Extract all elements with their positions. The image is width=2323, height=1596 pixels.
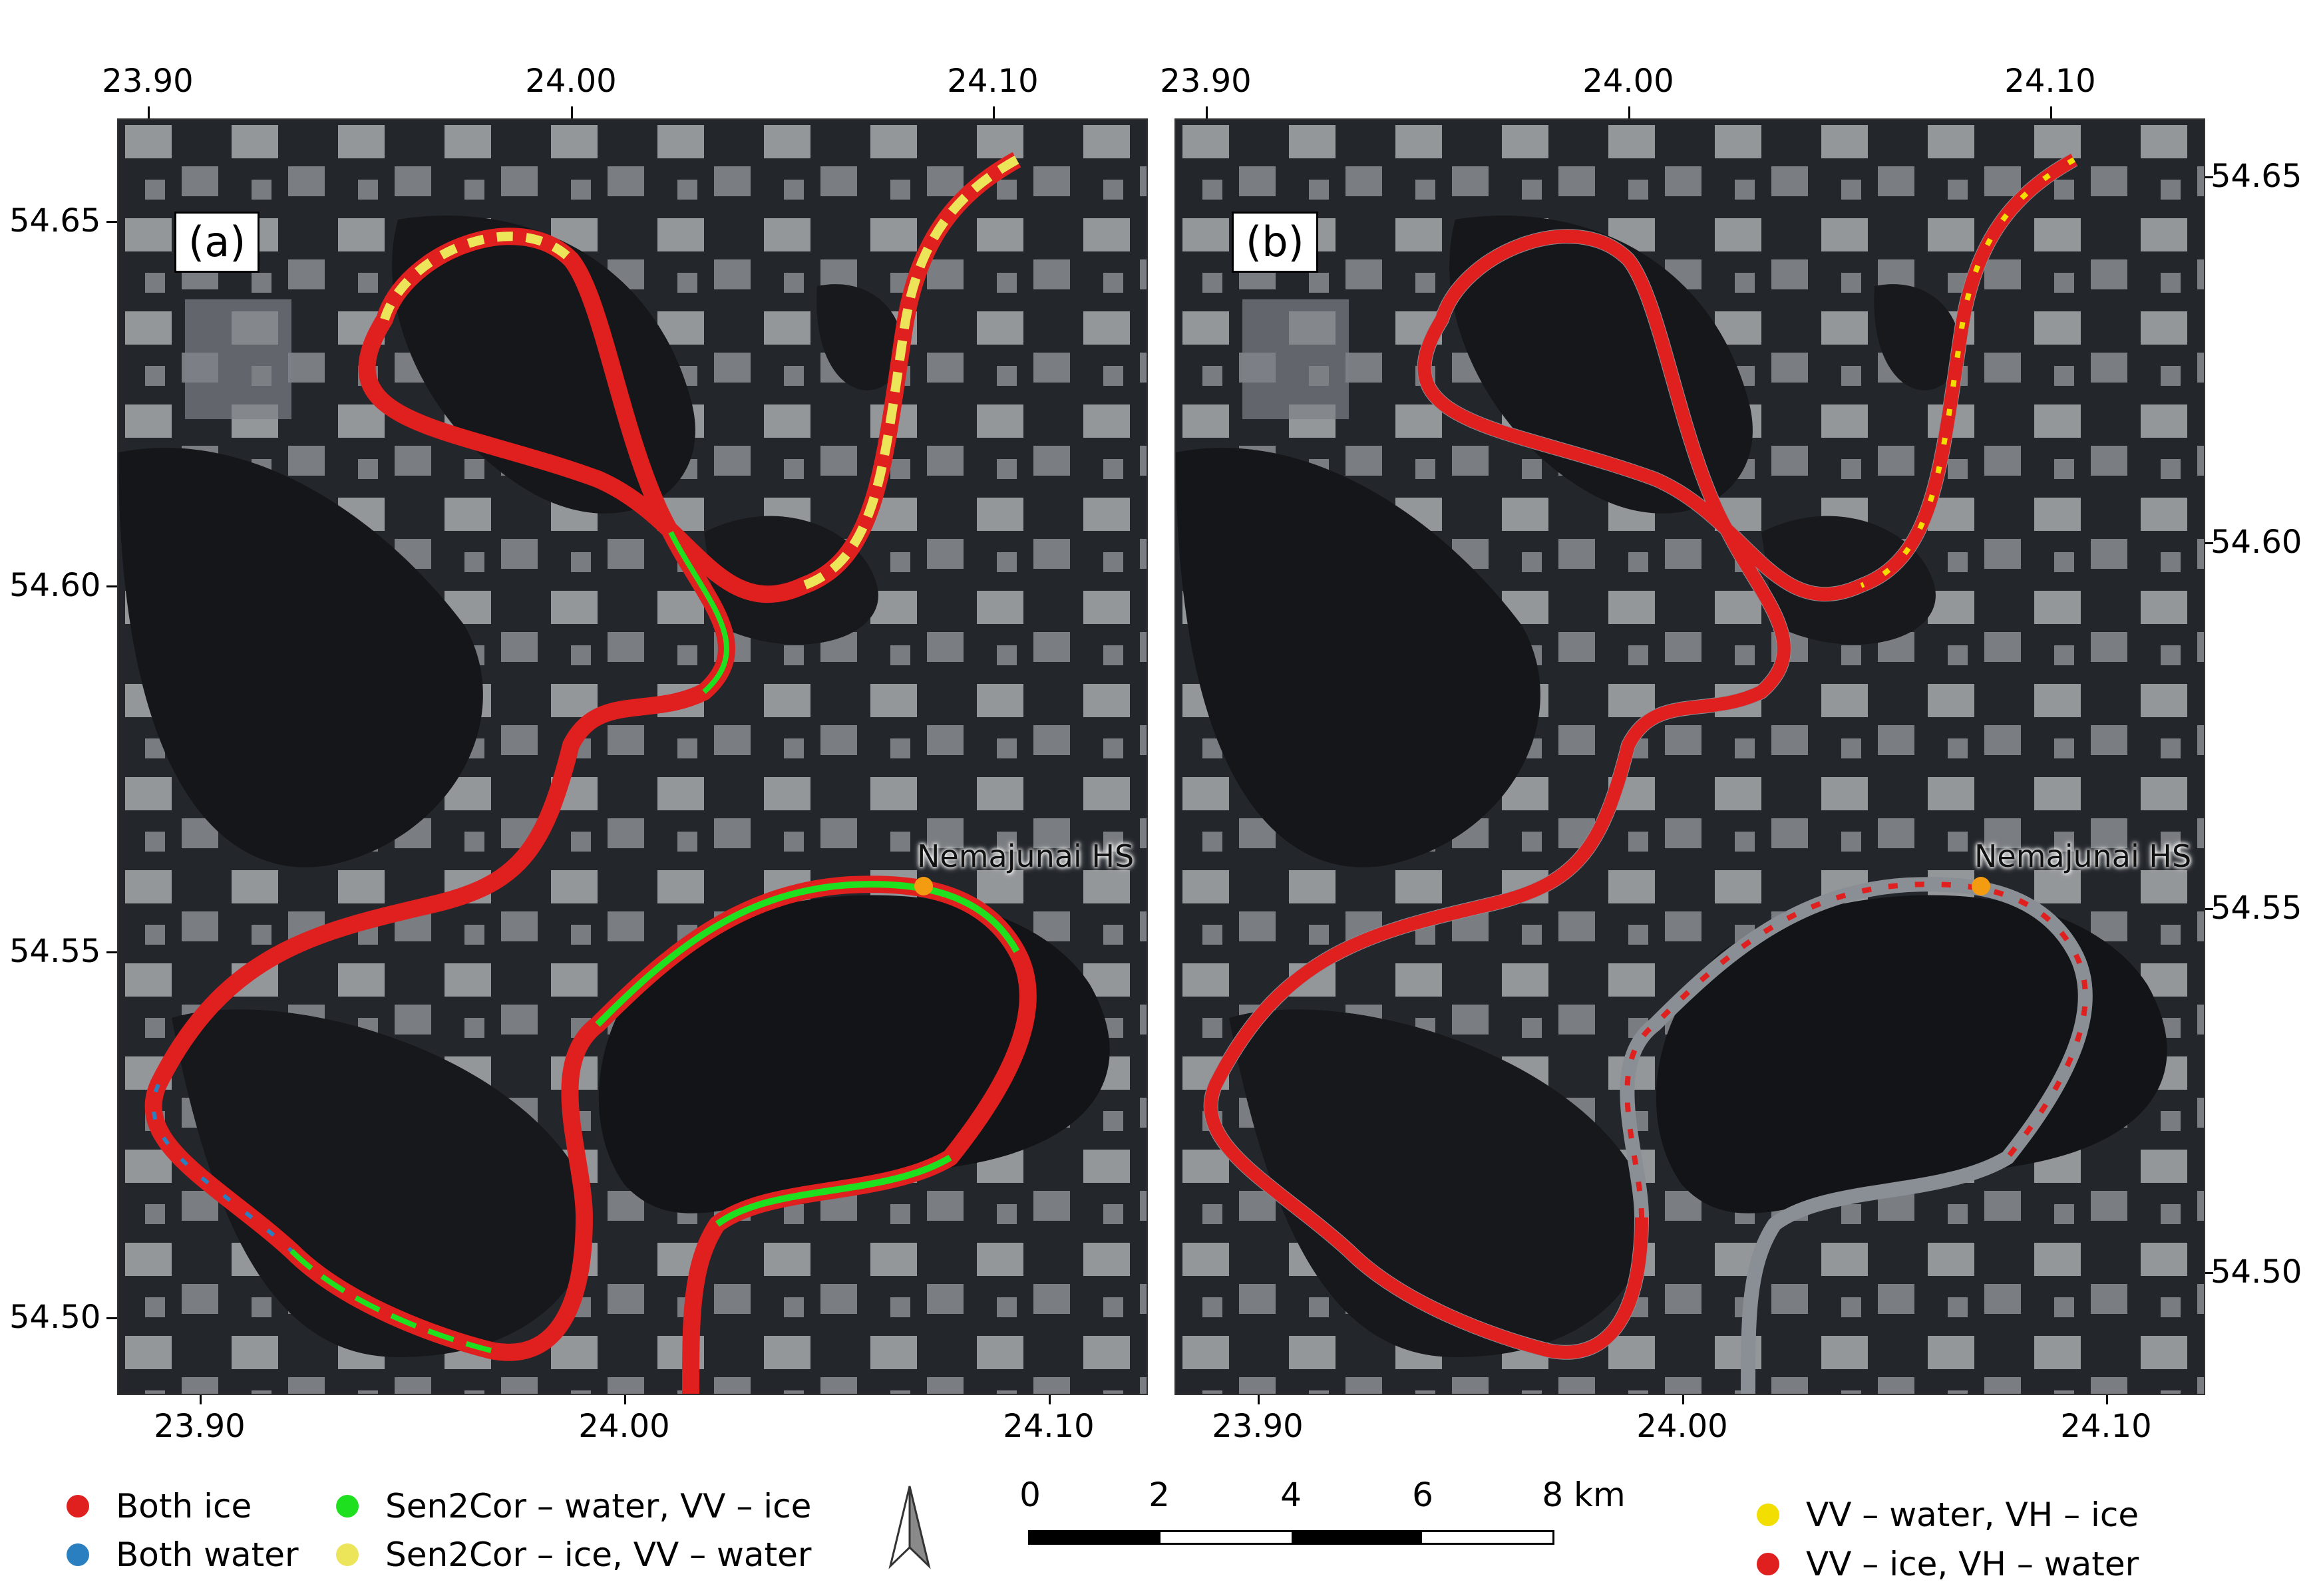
- legend-item: VV – water, VH – ice: [1757, 1496, 2139, 1534]
- tick-mark: [1206, 106, 1208, 118]
- lon-tick-bottom-a: 24.00: [578, 1408, 670, 1445]
- legend-dot-icon: [336, 1543, 359, 1566]
- lat-tick-left-a: 54.65: [9, 202, 101, 239]
- legend-dot-icon: [336, 1495, 359, 1517]
- legend-label: Sen2Cor – ice, VV – water: [385, 1535, 812, 1574]
- tick-mark: [106, 1317, 117, 1319]
- lon-tick-top-b: 23.90: [1160, 63, 1252, 100]
- river-sen2cor-water-vv-ice: [668, 531, 729, 695]
- tick-mark: [1049, 1392, 1051, 1404]
- lat-tick-left-a: 54.50: [9, 1299, 101, 1336]
- lon-tick-bottom-b: 23.90: [1212, 1408, 1304, 1445]
- tick-mark: [106, 951, 117, 953]
- river-sen2cor-water-vv-ice: [595, 881, 1020, 1027]
- lon-tick-top-b: 24.10: [2004, 63, 2096, 100]
- legend-dot-icon: [1757, 1553, 1779, 1575]
- station-label-a: Nemajunai HS: [917, 838, 1135, 874]
- tick-mark: [1682, 1392, 1684, 1404]
- tick-mark: [2203, 1272, 2213, 1274]
- lat-tick-left-a: 54.55: [9, 933, 101, 970]
- tick-mark: [1258, 1392, 1260, 1404]
- tick-mark: [571, 106, 573, 118]
- station-marker[interactable]: [1972, 877, 1990, 895]
- tick-mark: [993, 106, 995, 118]
- map-image-a: [118, 120, 1147, 1394]
- north-arrow-icon: [888, 1486, 931, 1569]
- legend-dot-icon: [67, 1495, 89, 1517]
- panel-label-a: (a): [174, 212, 260, 273]
- legend-item: Both water: [67, 1535, 299, 1574]
- tick-mark: [624, 1392, 626, 1404]
- river-sen2cor-ice-vv-water: [802, 155, 1019, 590]
- map-panel-a[interactable]: (a) Nemajunai HS: [117, 118, 1148, 1395]
- lat-tick-right-b: 54.60: [2211, 524, 2302, 561]
- tick-mark: [148, 106, 150, 118]
- legend-item: Sen2Cor – ice, VV – water: [336, 1535, 811, 1574]
- lat-tick-right-b: 54.65: [2211, 158, 2302, 195]
- legend-dot-icon: [67, 1543, 89, 1566]
- river-vv-ice-vh-water: [1204, 154, 2077, 1359]
- map-panel-b[interactable]: (b) Nemajunai HS: [1174, 118, 2205, 1395]
- lon-tick-top-a: 23.90: [102, 63, 194, 100]
- tick-mark: [106, 585, 117, 587]
- legend-label: Both ice: [116, 1487, 252, 1525]
- lat-tick-right-b: 54.55: [2211, 889, 2302, 927]
- scale-label: 2: [1149, 1476, 1170, 1514]
- scale-label: 8 km: [1542, 1476, 1626, 1514]
- scale-label: 4: [1280, 1476, 1302, 1514]
- legend-item: Sen2Cor – water, VV – ice: [336, 1487, 811, 1525]
- lon-tick-bottom-b: 24.00: [1636, 1408, 1728, 1445]
- station-label-b: Nemajunai HS: [1974, 838, 2192, 874]
- lon-tick-top-b: 24.00: [1582, 63, 1674, 100]
- lon-tick-bottom-b: 24.10: [2060, 1408, 2152, 1445]
- station-marker[interactable]: [914, 877, 933, 895]
- tick-mark: [2106, 1392, 2108, 1404]
- legend-label: Both water: [116, 1535, 299, 1574]
- lon-tick-top-a: 24.00: [525, 63, 617, 100]
- scale-label: 6: [1412, 1476, 1433, 1514]
- legend-item: Both ice: [67, 1487, 252, 1525]
- tick-mark: [2203, 176, 2213, 178]
- tick-mark: [106, 221, 117, 223]
- scale-bar: [1028, 1530, 1554, 1545]
- tick-mark: [1628, 106, 1630, 118]
- tick-mark: [2203, 908, 2213, 910]
- lon-tick-top-a: 24.10: [947, 63, 1039, 100]
- tick-mark: [2050, 106, 2052, 118]
- river-vv-ice-vh-water: [1624, 881, 2088, 1218]
- lat-tick-right-b: 54.50: [2211, 1253, 2302, 1291]
- river-sen2cor-water-vv-ice: [289, 1249, 492, 1353]
- legend-dot-icon: [1757, 1504, 1779, 1526]
- tick-mark: [2203, 542, 2213, 544]
- tick-mark: [200, 1392, 202, 1404]
- lon-tick-bottom-a: 23.90: [154, 1408, 246, 1445]
- panel-label-b: (b): [1232, 212, 1318, 273]
- lon-tick-bottom-a: 24.10: [1003, 1408, 1095, 1445]
- legend-item: VV – ice, VH – water: [1757, 1545, 2139, 1583]
- legend-label: VV – water, VH – ice: [1806, 1496, 2139, 1534]
- scale-label: 0: [1019, 1476, 1041, 1514]
- river-sen2cor-water-vv-ice: [715, 1154, 952, 1227]
- legend-label: VV – ice, VH – water: [1806, 1545, 2139, 1583]
- map-image-b: [1176, 120, 2204, 1394]
- legend-label: Sen2Cor – water, VV – ice: [385, 1487, 812, 1525]
- lat-tick-left-a: 54.60: [9, 567, 101, 604]
